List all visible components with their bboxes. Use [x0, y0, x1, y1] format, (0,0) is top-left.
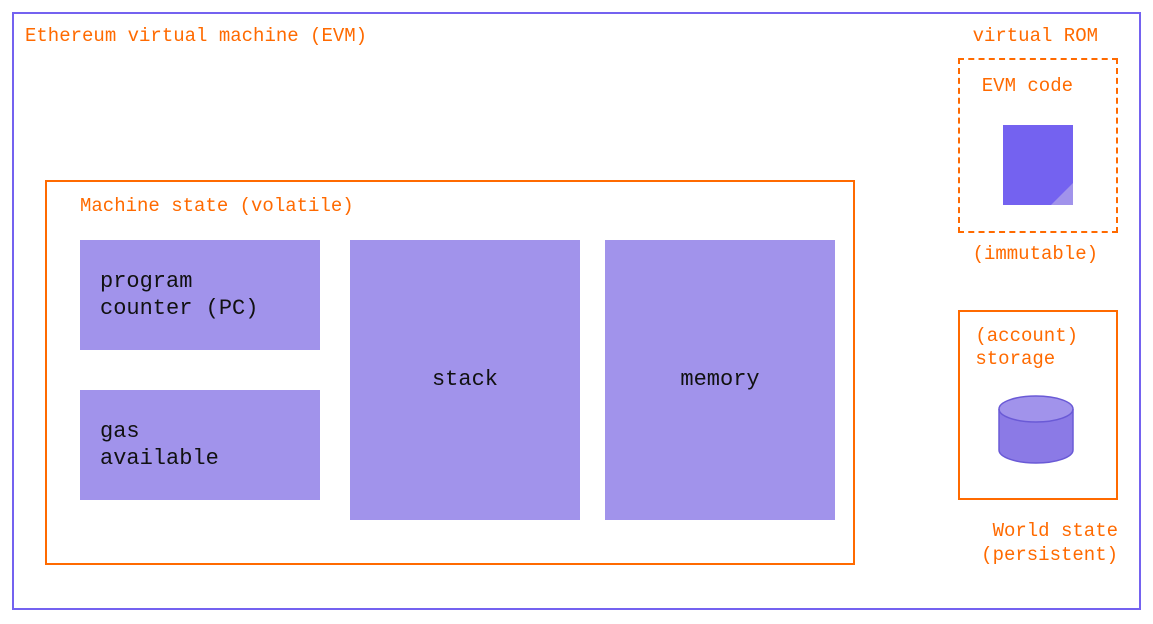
storage-cylinder-icon [997, 395, 1075, 465]
code-note-icon [1003, 125, 1073, 205]
world-state-label: World state (persistent) [981, 520, 1118, 568]
evm-code-label: EVM code [982, 75, 1073, 97]
gas-available-block: gas available [80, 390, 320, 500]
immutable-label: (immutable) [973, 243, 1098, 265]
machine-state-title: Machine state (volatile) [80, 195, 354, 217]
evm-diagram: Ethereum virtual machine (EVM) Machine s… [0, 0, 1153, 624]
evm-title: Ethereum virtual machine (EVM) [25, 25, 367, 47]
program-counter-block: program counter (PC) [80, 240, 320, 350]
memory-label: memory [680, 366, 759, 394]
memory-block: memory [605, 240, 835, 520]
note-fold [1051, 183, 1073, 205]
stack-block: stack [350, 240, 580, 520]
virtual-rom-title: virtual ROM [973, 25, 1098, 47]
account-storage-label: (account) storage [975, 325, 1078, 371]
stack-label: stack [432, 366, 498, 394]
program-counter-label: program counter (PC) [100, 268, 258, 323]
gas-available-label: gas available [100, 418, 219, 473]
